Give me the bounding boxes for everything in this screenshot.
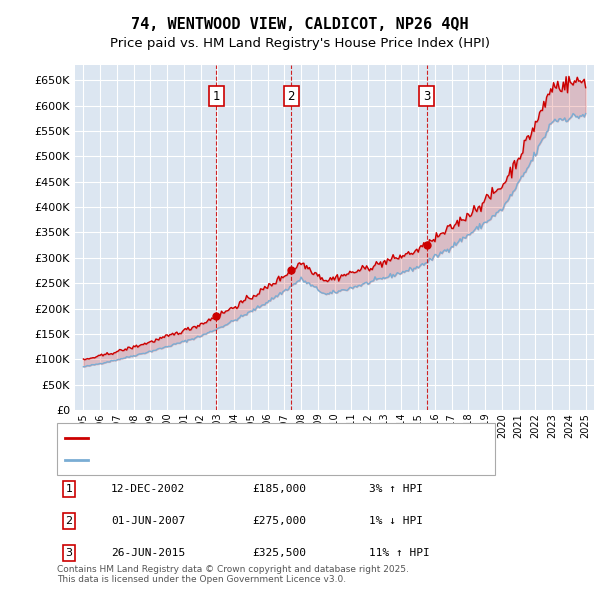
Text: £275,000: £275,000: [252, 516, 306, 526]
Text: 74, WENTWOOD VIEW, CALDICOT, NP26 4QH (detached house): 74, WENTWOOD VIEW, CALDICOT, NP26 4QH (d…: [91, 432, 421, 442]
Text: 1% ↓ HPI: 1% ↓ HPI: [369, 516, 423, 526]
Text: 01-JUN-2007: 01-JUN-2007: [111, 516, 185, 526]
Text: £325,500: £325,500: [252, 548, 306, 558]
Text: Price paid vs. HM Land Registry's House Price Index (HPI): Price paid vs. HM Land Registry's House …: [110, 37, 490, 50]
Text: 3: 3: [423, 90, 430, 103]
Text: 26-JUN-2015: 26-JUN-2015: [111, 548, 185, 558]
Text: 2: 2: [287, 90, 295, 103]
Text: 3: 3: [65, 548, 73, 558]
Text: 3% ↑ HPI: 3% ↑ HPI: [369, 484, 423, 494]
Text: 1: 1: [65, 484, 73, 494]
Text: 1: 1: [213, 90, 220, 103]
Text: Contains HM Land Registry data © Crown copyright and database right 2025.
This d: Contains HM Land Registry data © Crown c…: [57, 565, 409, 584]
Text: £185,000: £185,000: [252, 484, 306, 494]
Text: 12-DEC-2002: 12-DEC-2002: [111, 484, 185, 494]
Text: 74, WENTWOOD VIEW, CALDICOT, NP26 4QH: 74, WENTWOOD VIEW, CALDICOT, NP26 4QH: [131, 17, 469, 31]
Text: HPI: Average price, detached house, Monmouthshire: HPI: Average price, detached house, Monm…: [91, 455, 365, 466]
Text: 11% ↑ HPI: 11% ↑ HPI: [369, 548, 430, 558]
Text: 2: 2: [65, 516, 73, 526]
